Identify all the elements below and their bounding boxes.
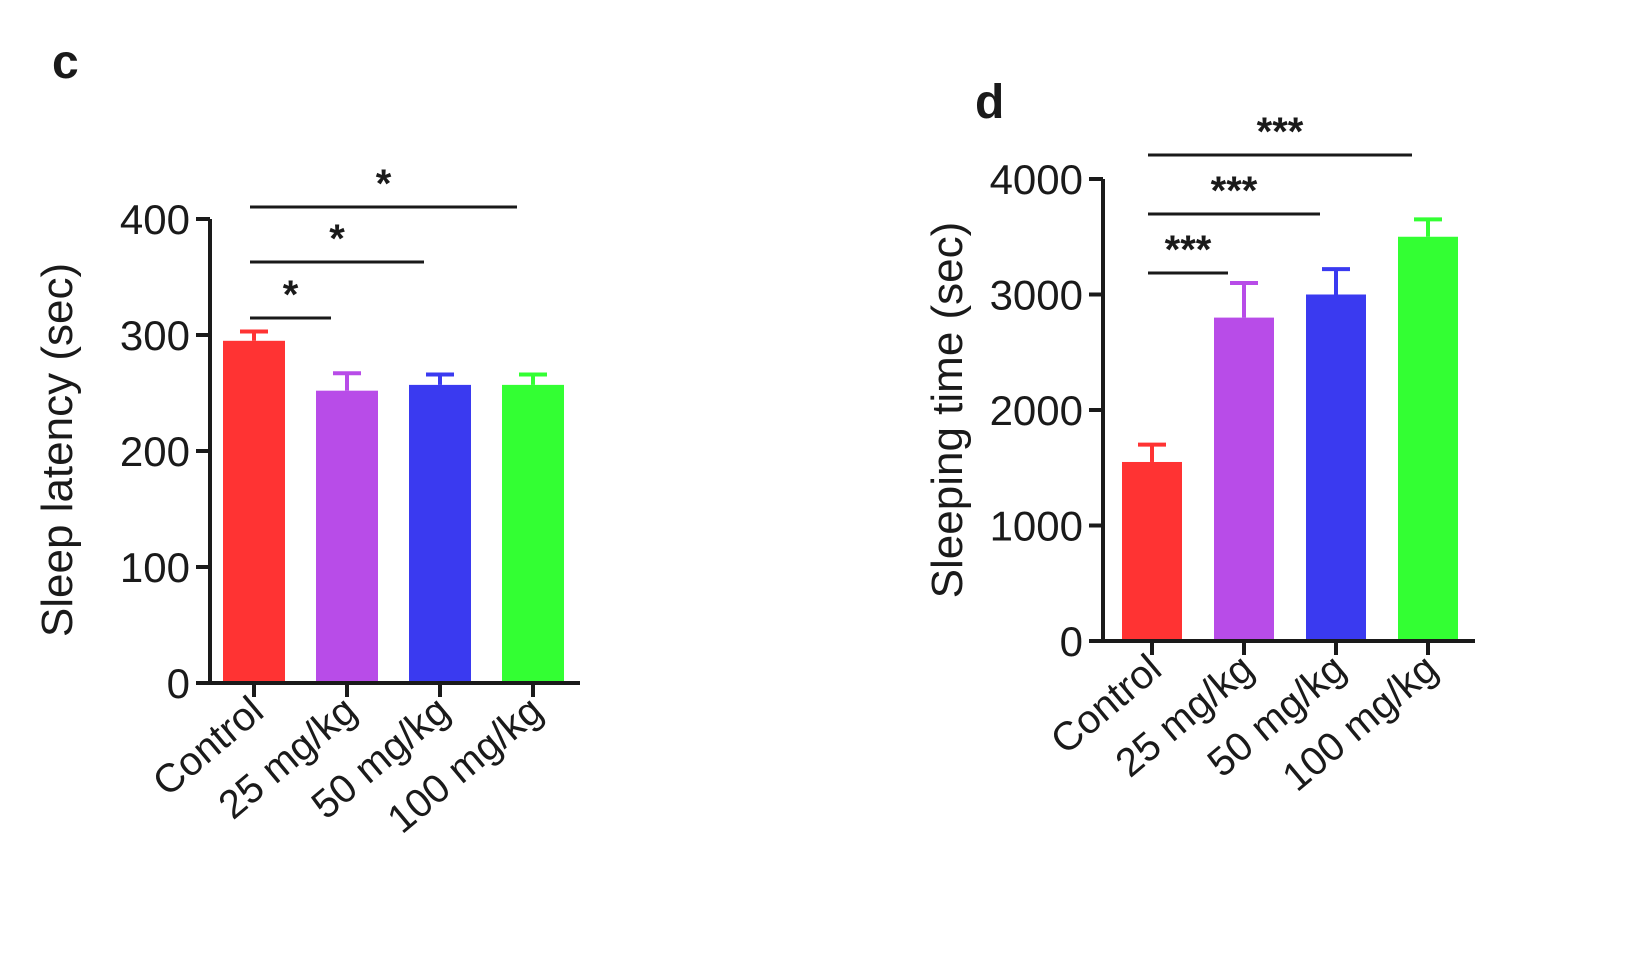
panel-c-ytick-label-400: 400 xyxy=(120,196,190,243)
panel-d-bar-0 xyxy=(1122,461,1182,641)
panel-c-bar-2 xyxy=(409,384,471,683)
panel-d-ytick-label-0: 0 xyxy=(1060,618,1083,665)
panel-d-ytick-label-1000: 1000 xyxy=(990,503,1083,550)
panel-d-ytick-label-2000: 2000 xyxy=(990,387,1083,434)
panel-c-bar-3 xyxy=(502,384,564,683)
panel-c-ytick-label-200: 200 xyxy=(120,428,190,475)
panel-d-ytick-label-3000: 3000 xyxy=(990,272,1083,319)
panel-c-sig-label-2: * xyxy=(376,162,392,206)
panel-d-sig-label-0: *** xyxy=(1165,228,1212,272)
panel-d-bar-1 xyxy=(1214,317,1274,641)
panel-d-sig-label-2: *** xyxy=(1257,110,1304,154)
panel-d-sig-label-1: *** xyxy=(1211,169,1258,213)
panel-d-ytick-label-4000: 4000 xyxy=(990,156,1083,203)
panel-c-letter: c xyxy=(52,36,79,89)
panel-c-ytick-label-0: 0 xyxy=(167,660,190,707)
panel-c-bar-0 xyxy=(223,340,285,683)
panel-c-y-axis-title: Sleep latency (sec) xyxy=(33,263,82,637)
panel-c-ytick-label-100: 100 xyxy=(120,544,190,591)
panel-c-sig-label-1: * xyxy=(329,217,345,261)
panel-d-bar-3 xyxy=(1398,236,1458,641)
panel-c-bar-1 xyxy=(316,390,378,683)
panel-d-bar-2 xyxy=(1306,294,1366,641)
panel-d-letter: d xyxy=(975,76,1004,129)
panel-c-sig-label-0: * xyxy=(283,273,299,317)
panel-c-ytick-label-300: 300 xyxy=(120,312,190,359)
panel-d-y-axis-title: Sleeping time (sec) xyxy=(923,222,972,599)
